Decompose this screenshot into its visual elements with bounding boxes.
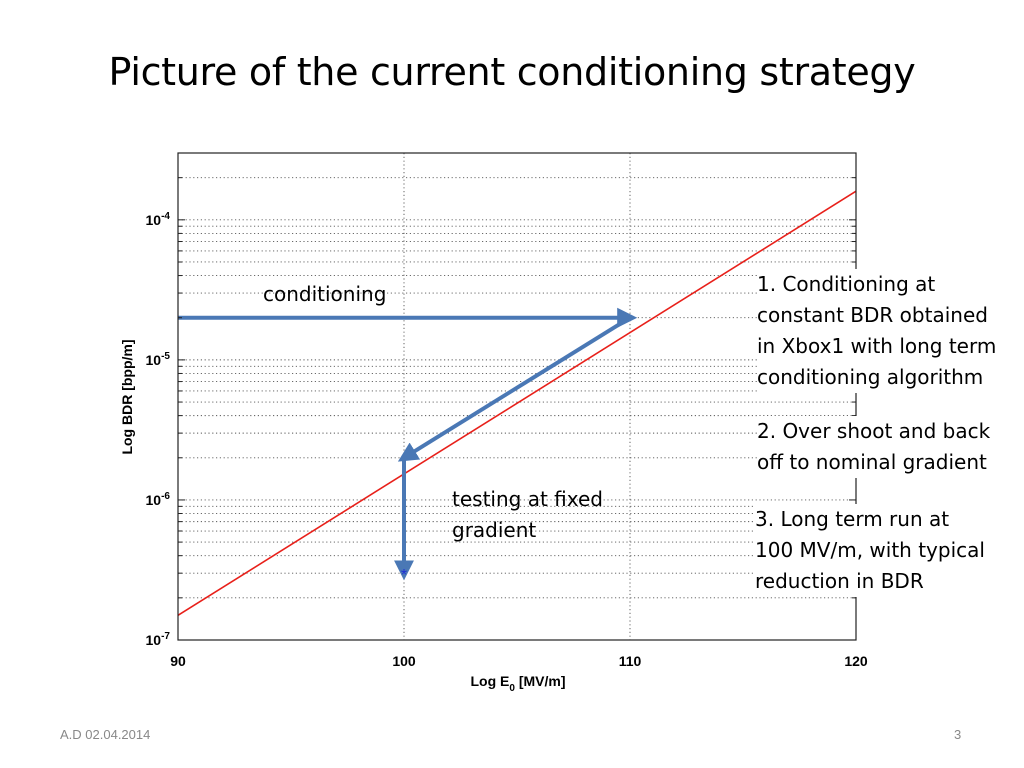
page-title: Picture of the current conditioning stra… — [108, 50, 916, 94]
note-line: reduction in BDR — [755, 569, 924, 593]
note-line: 2. Over shoot and back — [757, 419, 991, 443]
note-line: 100 MV/m, with typical — [755, 538, 985, 562]
note-line: conditioning algorithm — [757, 365, 984, 389]
plot-frame — [177, 152, 857, 641]
y-tick-label: 10-5 — [146, 351, 171, 368]
x-tick-label: 90 — [170, 653, 186, 669]
testing-annotation-line: gradient — [452, 518, 537, 542]
testing-annotation-line: testing at fixed — [452, 487, 603, 511]
y-tick-label: 10-4 — [146, 211, 171, 228]
bdr-series-line — [177, 190, 857, 617]
x-tick-label: 100 — [392, 653, 416, 669]
y-axis-label: Log BDR [bpp/m] — [119, 339, 135, 454]
strategy-arrow — [397, 316, 632, 462]
x-axis-label-sub: 0 — [509, 683, 515, 694]
x-tick-label: 120 — [844, 653, 868, 669]
footer-page-number: 3 — [954, 727, 962, 742]
x-axis-label: Log E0 [MV/m] — [470, 673, 565, 694]
x-tick-label: 110 — [619, 653, 642, 669]
conditioning-annotation-text: conditioning — [263, 282, 387, 306]
note-long-term-run: 3. Long term run at 100 MV/m, with typic… — [755, 504, 985, 597]
data-point-marker: * — [401, 567, 407, 584]
footer-date: A.D 02.04.2014 — [60, 727, 151, 742]
conditioning-annotation: conditioning — [263, 279, 386, 310]
note-line: 3. Long term run at — [755, 507, 950, 531]
testing-annotation: testing at fixed gradient — [452, 484, 603, 546]
note-conditioning: 1. Conditioning at constant BDR obtained… — [757, 269, 997, 393]
x-axis-label-unit: [MV/m] — [515, 673, 566, 689]
y-tick-label: 10-6 — [146, 491, 171, 508]
y-tick-label: 10-7 — [146, 631, 171, 648]
note-line: 1. Conditioning at — [757, 272, 936, 296]
note-line: off to nominal gradient — [757, 450, 987, 474]
note-line: in Xbox1 with long term — [757, 334, 997, 358]
note-line: constant BDR obtained — [757, 303, 988, 327]
x-axis-label-main: Log E — [470, 673, 509, 689]
note-overshoot: 2. Over shoot and back off to nominal gr… — [757, 416, 991, 478]
